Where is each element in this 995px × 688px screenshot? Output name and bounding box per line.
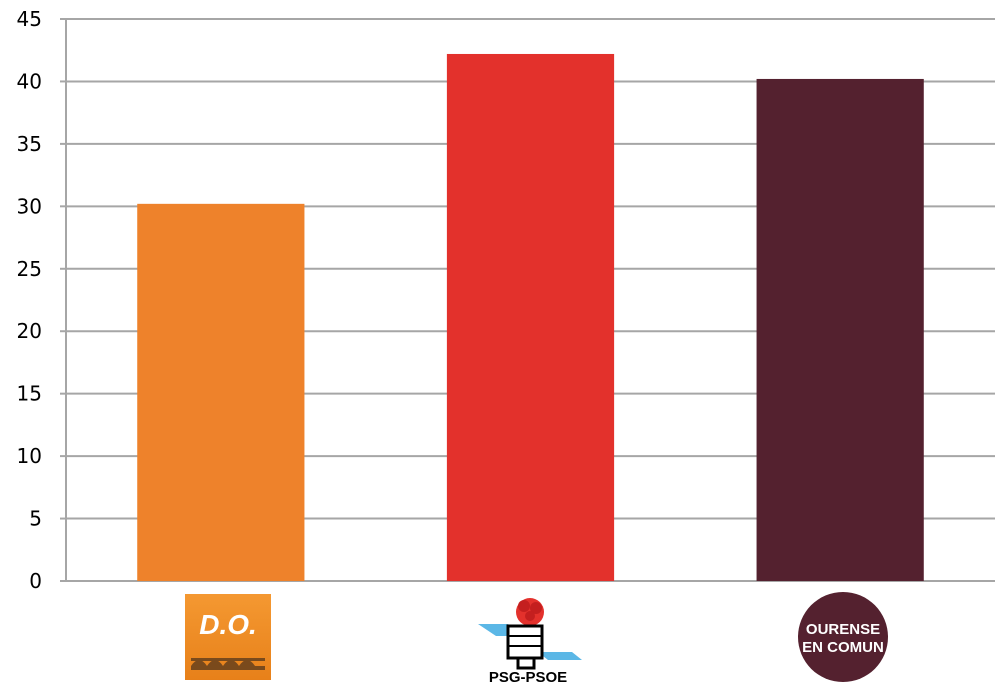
ourense-en-comun-logo: OURENSE EN COMUN — [798, 592, 888, 682]
y-axis: 0 5 10 15 20 25 30 35 40 45 — [17, 7, 67, 593]
bridge-icon — [191, 658, 265, 670]
psg-psoe-logo: PSG-PSOE — [478, 598, 582, 686]
do-logo-text: D.O. — [199, 609, 257, 640]
y-tick-label: 20 — [17, 319, 42, 343]
y-tick-label: 30 — [17, 194, 42, 218]
psg-psoe-logo-text: PSG-PSOE — [489, 669, 567, 686]
y-tick-label: 25 — [17, 257, 42, 281]
y-tick-label: 10 — [17, 444, 42, 468]
do-logo: D.O. — [185, 594, 271, 680]
rose-icon — [516, 598, 544, 626]
y-tick-label: 15 — [17, 382, 42, 406]
ourense-logo-line-2: EN COMUN — [802, 639, 884, 656]
y-tick-label: 40 — [17, 69, 42, 93]
y-tick-label: 5 — [29, 507, 42, 531]
bar-psg-psoe — [446, 53, 615, 582]
ourense-logo-line-1: OURENSE — [806, 621, 880, 638]
y-tick-label: 0 — [29, 569, 42, 593]
bar-ourense-en-comun — [756, 78, 924, 582]
fist-icon — [506, 624, 544, 670]
bar-do — [137, 203, 305, 581]
y-tick-label: 35 — [17, 132, 42, 156]
bars — [137, 53, 924, 582]
y-tick-label: 45 — [17, 7, 42, 31]
